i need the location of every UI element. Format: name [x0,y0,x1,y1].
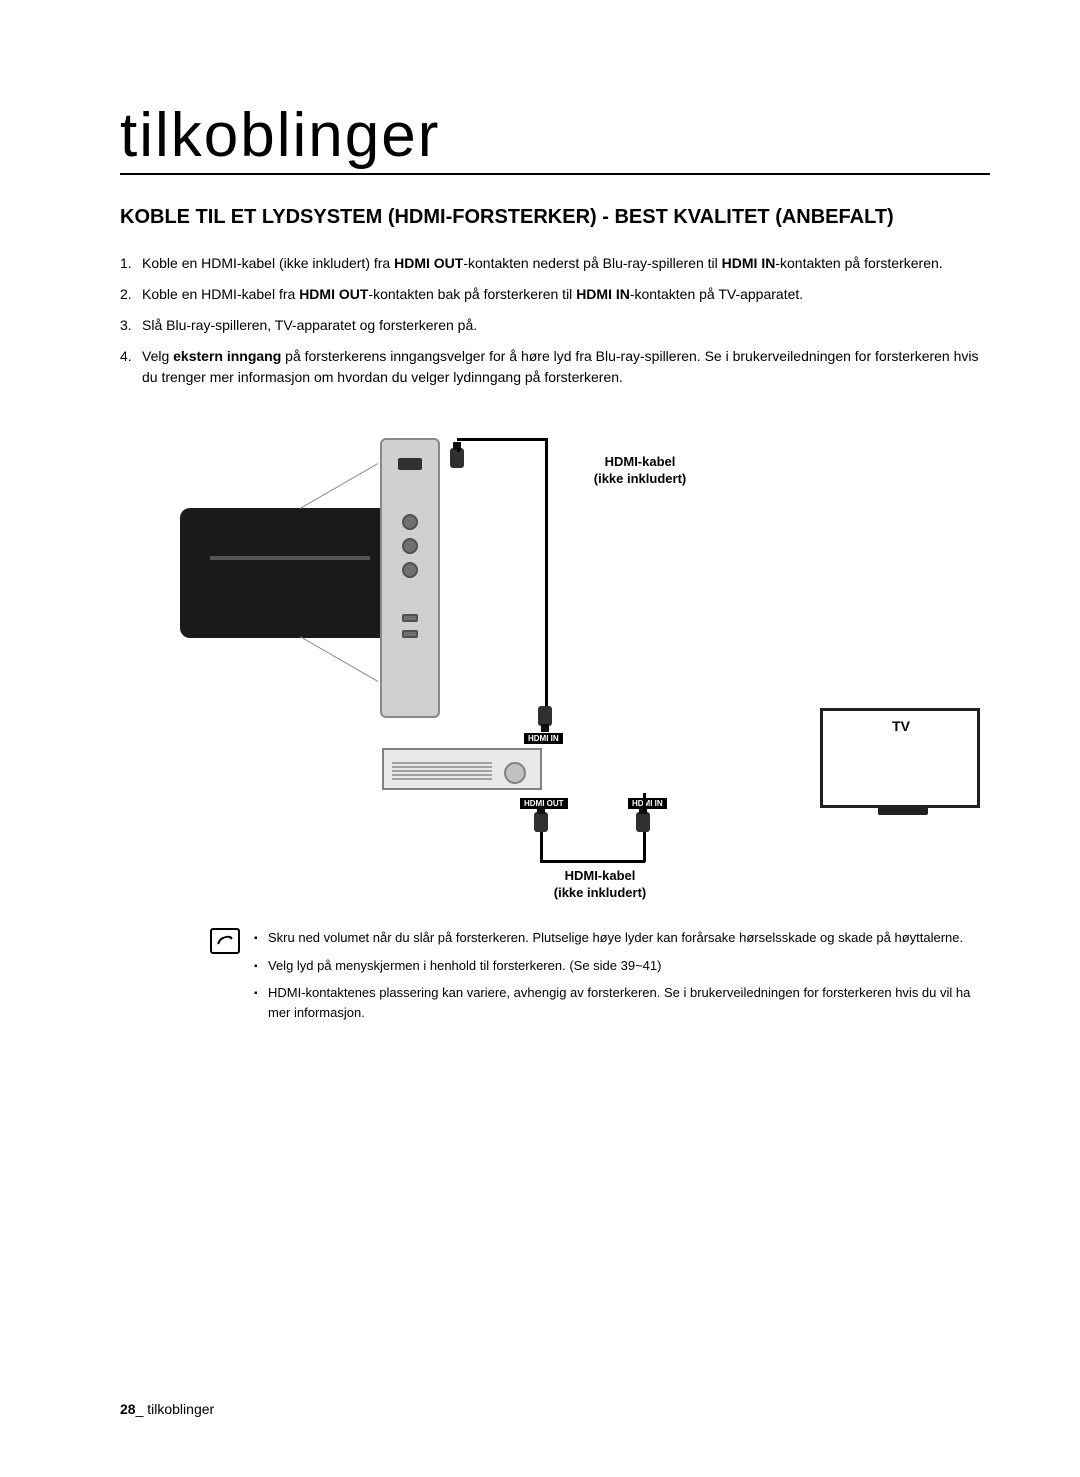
page-title: tilkoblinger [120,100,990,175]
step-3: Slå Blu-ray-spilleren, TV-apparatet og f… [120,315,990,336]
hdmi-plug-icon [636,812,650,832]
step-1: Koble en HDMI-kabel (ikke inkludert) fra… [120,253,990,274]
note-item: Skru ned volumet når du slår på forsterk… [254,928,990,948]
note-item: HDMI-kontaktenes plassering kan variere,… [254,983,990,1022]
step-2: Koble en HDMI-kabel fra HDMI OUT-kontakt… [120,284,990,305]
note-icon [210,928,240,954]
hdmi-cable-label-bottom: HDMI-kabel (ikke inkludert) [530,868,670,902]
step-4: Velg ekstern inngang på forsterkerens in… [120,346,990,388]
bluray-back-panel-icon [380,438,440,718]
note-item: Velg lyd på menyskjermen i henhold til f… [254,956,990,976]
notes-section: Skru ned volumet når du slår på forsterk… [120,928,990,1030]
hdmi-plug-icon [538,706,552,726]
hdmi-plug-icon [534,812,548,832]
tv-label: TV [892,718,910,734]
page-footer: 28_ tilkoblinger [120,1401,214,1417]
bluray-player-icon [180,508,400,638]
page-number: 28 [120,1401,136,1417]
section-heading: KOBLE TIL ET LYDSYSTEM (HDMI-FORSTERKER)… [120,203,990,231]
hdmi-in-label-tv: HDMI IN [628,798,667,809]
connection-diagram: HDMI-kabel (ikke inkludert) HDMI IN HDMI… [120,418,990,888]
hdmi-cable-label-top: HDMI-kabel (ikke inkludert) [570,454,710,488]
notes-list: Skru ned volumet når du slår på forsterk… [254,928,990,1030]
hdmi-in-label: HDMI IN [524,733,563,744]
footer-section: _ tilkoblinger [136,1401,215,1417]
amplifier-icon [382,748,542,790]
steps-list: Koble en HDMI-kabel (ikke inkludert) fra… [120,253,990,388]
